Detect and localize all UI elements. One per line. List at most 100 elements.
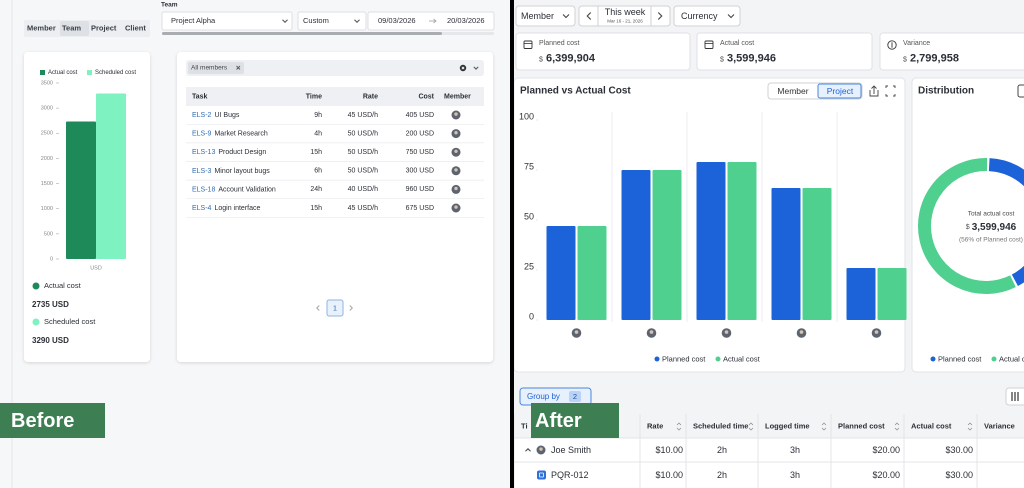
center-label: Total actual cost <box>968 211 1015 218</box>
y-tick-label: 1500 <box>41 181 53 187</box>
range-select[interactable] <box>297 11 367 31</box>
project-select[interactable] <box>161 11 293 31</box>
cost-cell: 300 USD <box>406 168 434 175</box>
avatar-face <box>539 447 543 451</box>
table-header <box>186 87 484 106</box>
donut-segment <box>988 158 1024 287</box>
planned-cell: $20.00 <box>872 445 900 455</box>
avatar-face <box>874 330 879 334</box>
task-id[interactable]: ELS-3 <box>192 168 212 175</box>
toggle-option[interactable]: Member <box>777 86 808 96</box>
tab[interactable]: Client <box>125 23 146 32</box>
tab[interactable]: Team <box>62 23 81 32</box>
legend-label: Planned cost <box>662 354 706 363</box>
date-from: 09/03/2026 <box>378 16 416 25</box>
legend-dot <box>991 356 997 362</box>
sort-icon[interactable] <box>676 422 682 431</box>
summary-label: Scheduled cost <box>44 317 96 326</box>
task-cell: ELS-2 UI Bugs <box>192 112 240 119</box>
sort-icon[interactable] <box>894 422 900 431</box>
legend-label: Scheduled cost <box>95 70 136 76</box>
task-icon <box>537 470 546 480</box>
bar <box>877 268 907 320</box>
sort-icon[interactable] <box>967 422 973 431</box>
cost-cell: 960 USD <box>406 186 434 193</box>
currency-select[interactable] <box>673 5 741 27</box>
divider <box>510 0 514 488</box>
bar <box>727 162 757 320</box>
cost-cell: 405 USD <box>406 112 434 119</box>
column-header: Member <box>444 93 471 100</box>
period-nav[interactable] <box>578 5 671 27</box>
task-name: Account Validation <box>218 186 276 193</box>
column-header: Rate <box>363 93 378 100</box>
bar <box>846 268 876 320</box>
fullscreen-icon[interactable] <box>885 85 896 97</box>
avatar-face <box>454 205 458 209</box>
rate-cell: 50 USD/h <box>348 168 378 175</box>
task-id[interactable]: ELS-2 <box>192 112 212 119</box>
legend-label: Actual cost <box>999 354 1024 363</box>
group-by-label: Group by <box>527 392 560 401</box>
tab[interactable]: Member <box>27 23 56 32</box>
distribution-menu-icon[interactable] <box>1017 84 1024 98</box>
kpi-symbol: $ <box>903 56 907 63</box>
legend-label: Actual cost <box>723 354 761 363</box>
task-id[interactable]: ELS-9 <box>192 130 212 137</box>
avatar-face <box>649 330 654 334</box>
y-tick-label: 25 <box>524 261 534 271</box>
avatar-face <box>574 330 579 334</box>
group-count: 2 <box>573 392 577 401</box>
export-icon[interactable] <box>869 85 879 97</box>
tab[interactable]: Project <box>91 23 117 32</box>
task-name: Login interface <box>214 205 260 212</box>
logged-cell: 3h <box>790 470 800 480</box>
bar <box>696 162 726 320</box>
column-header: Actual cost <box>911 421 952 430</box>
tab-selected[interactable] <box>60 21 89 36</box>
chevron-icon <box>315 305 320 311</box>
column-header: Planned cost <box>838 421 885 430</box>
y-tick-label: 50 <box>524 211 534 221</box>
bar <box>577 226 607 320</box>
chevron-icon <box>727 14 735 19</box>
clear-icon-cross <box>461 66 465 70</box>
logged-cell: 3h <box>790 445 800 455</box>
center-symbol: $ <box>966 224 970 231</box>
before-label: Before <box>11 410 74 432</box>
avatar-face <box>724 330 729 334</box>
filter-bar[interactable] <box>186 60 484 76</box>
member-select[interactable] <box>515 5 576 27</box>
toggle-option[interactable]: Project <box>827 86 854 96</box>
sort-icon[interactable] <box>748 422 754 431</box>
y-tick-label: 75 <box>524 161 534 171</box>
cost-cell: 750 USD <box>406 149 434 156</box>
y-tick-label: 1000 <box>41 206 53 212</box>
toggle-selected[interactable] <box>817 83 862 99</box>
planned-cell: $20.00 <box>872 470 900 480</box>
avatar-face <box>799 330 804 334</box>
task-id[interactable]: ELS-4 <box>192 205 212 212</box>
calendar-icon <box>704 40 714 49</box>
actual-cell: $30.00 <box>945 445 973 455</box>
task-name: UI Bugs <box>214 112 239 119</box>
task-id[interactable]: ELS-18 <box>192 186 215 193</box>
task-name: Minor layout bugs <box>214 168 270 175</box>
chevron-icon <box>657 12 663 20</box>
rate-cell: $10.00 <box>655 445 683 455</box>
scroll-thumb <box>162 32 442 35</box>
sort-icon[interactable] <box>821 422 827 431</box>
rate-cell: 45 USD/h <box>348 205 378 212</box>
page-button[interactable] <box>326 299 344 317</box>
chip-remove-icon <box>236 65 241 70</box>
time-cell: 15h <box>310 205 322 212</box>
task-id[interactable]: ELS-13 <box>192 149 215 156</box>
x-tick-label: USD <box>90 265 102 271</box>
y-tick-label: 3000 <box>41 106 53 112</box>
chevron-icon <box>586 12 592 20</box>
y-tick-label: 0 <box>50 256 53 262</box>
kpi-card <box>515 32 691 71</box>
after-badge <box>531 403 619 438</box>
summary-value: 2735 USD <box>32 300 69 309</box>
y-tick-label: 2000 <box>41 156 53 162</box>
